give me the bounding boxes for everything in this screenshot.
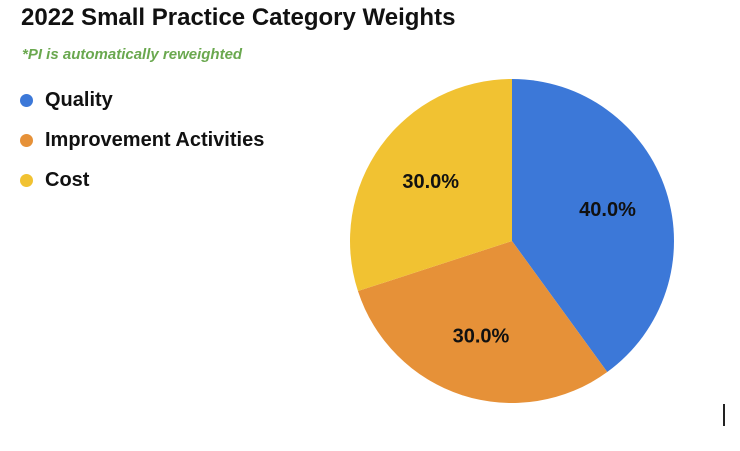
chart-subtitle: *PI is automatically reweighted (22, 46, 243, 63)
pie-slice-cost (350, 78, 512, 292)
data-label-improvement-activities: 30.0% (453, 326, 510, 348)
legend-swatch-cost (20, 173, 33, 187)
legend-item-quality: Quality (20, 80, 264, 120)
chart-title: 2022 Small Practice Category Weights (21, 4, 456, 31)
legend-swatch-quality (20, 93, 33, 107)
legend-item-improvement-activities: Improvement Activities (20, 120, 264, 160)
legend: Quality Improvement Activities Cost (20, 80, 264, 200)
pie-slice-improvement-activities (357, 241, 608, 403)
legend-item-cost: Cost (20, 160, 264, 200)
legend-label-cost: Cost (45, 168, 90, 191)
pie-slice-quality (512, 79, 674, 373)
data-label-quality: 40.0% (579, 199, 636, 221)
legend-label-improvement-activities: Improvement Activities (45, 128, 265, 151)
text-cursor (723, 404, 725, 426)
data-label-cost: 30.0% (402, 171, 459, 193)
legend-label-quality: Quality (45, 88, 113, 111)
legend-swatch-improvement-activities (20, 133, 33, 147)
